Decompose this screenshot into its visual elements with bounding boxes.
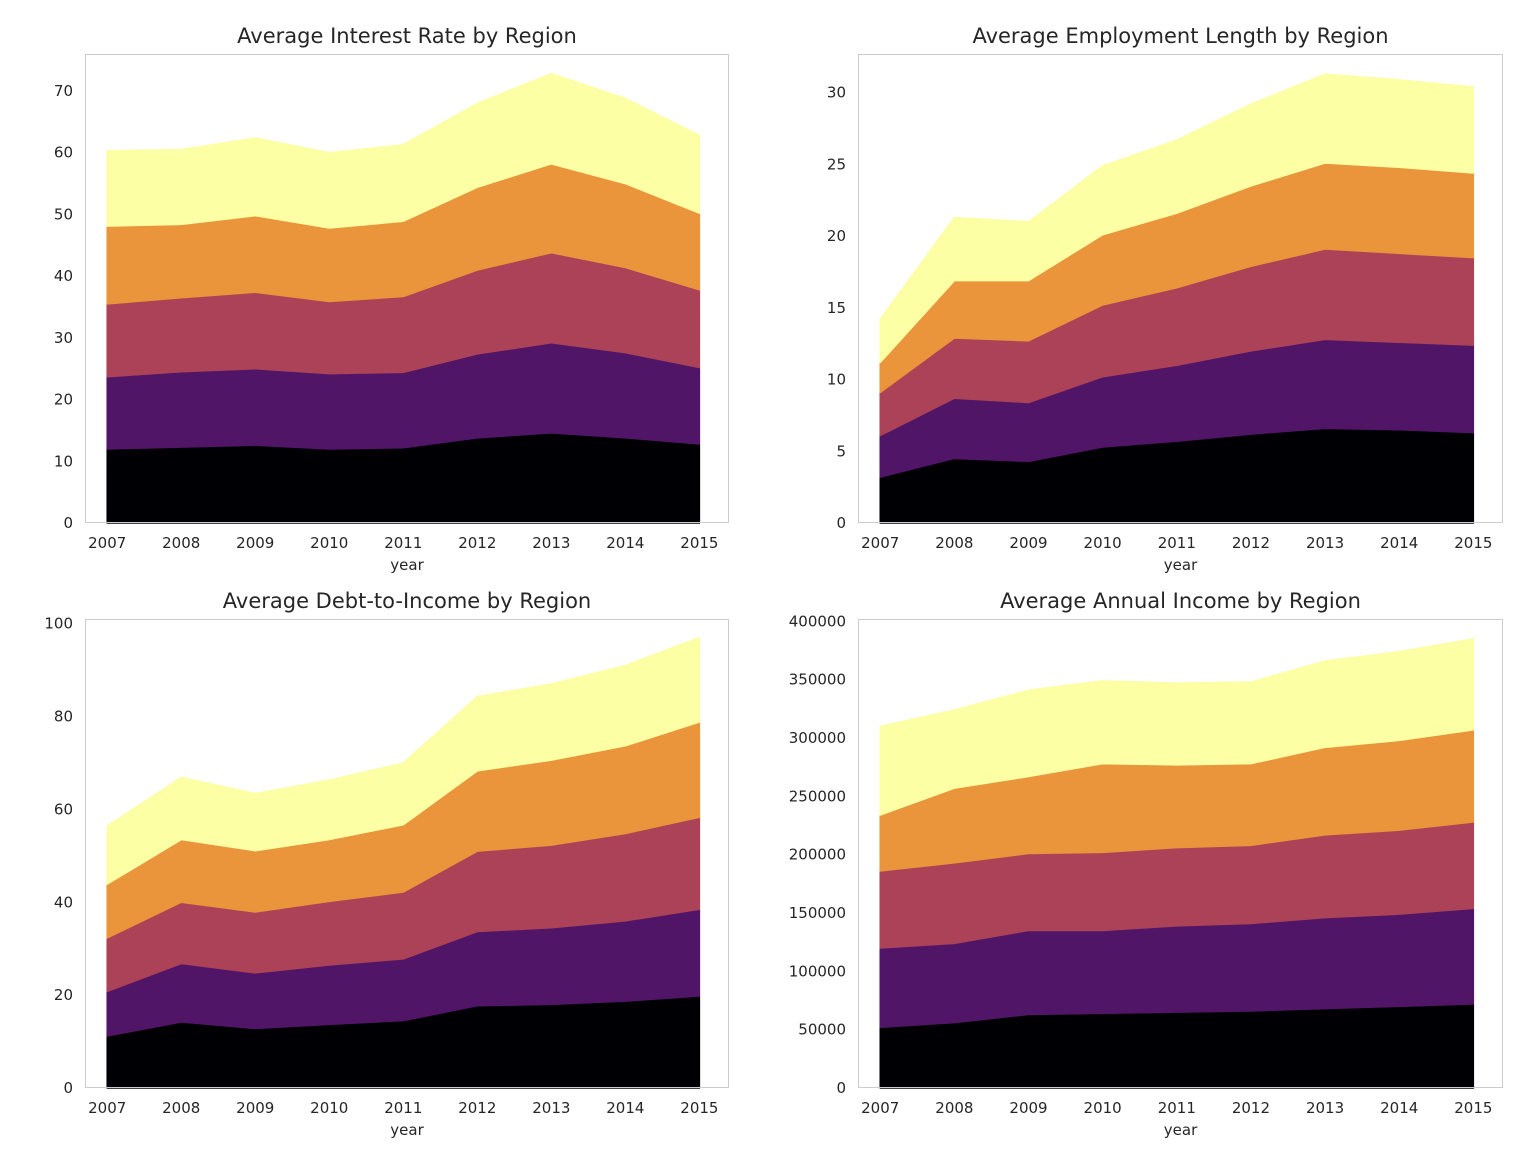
chart-title: Average Annual Income by Region — [1000, 589, 1361, 613]
y-tick-label: 0 — [836, 514, 846, 532]
x-tick-label: 2014 — [606, 1099, 644, 1117]
x-tick-label: 2014 — [1380, 1099, 1418, 1117]
y-tick-label: 60 — [54, 144, 73, 162]
x-tick-label: 2012 — [1232, 534, 1270, 552]
y-tick-label: 0 — [836, 1079, 846, 1097]
x-tick-label: 2011 — [1158, 1099, 1196, 1117]
area-series-5 — [879, 73, 1475, 364]
chart-panel-interest-rate: Average Interest Rate by Region 2007 2008 2… — [0, 0, 758, 575]
area-series-5 — [879, 638, 1475, 816]
x-tick-label: 2012 — [458, 1099, 496, 1117]
x-tick-label: 2011 — [384, 534, 422, 552]
x-tick-label: 2010 — [310, 1099, 348, 1117]
x-axis-label: year — [390, 556, 424, 574]
x-tick-label: 2015 — [680, 534, 718, 552]
x-tick-label: 2008 — [162, 1099, 200, 1117]
y-tick-label: 100 — [44, 615, 73, 633]
x-tick-label: 2010 — [1084, 534, 1122, 552]
area-series-5 — [106, 636, 701, 885]
y-tick-label: 10 — [827, 371, 846, 389]
x-tick-label: 2013 — [1306, 534, 1344, 552]
chart-title: Average Interest Rate by Region — [237, 24, 577, 48]
x-tick-label: 2012 — [1232, 1099, 1270, 1117]
y-tick-label: 20 — [54, 986, 73, 1004]
y-tick-label: 5 — [836, 442, 846, 460]
y-tick-label: 80 — [54, 708, 73, 726]
chart-panel-annual-income: Average Annual Income by Region 2007 2008 2… — [758, 575, 1516, 1150]
area-series-5 — [106, 73, 701, 229]
plot-frame — [85, 54, 729, 523]
x-tick-label: 2007 — [88, 1099, 126, 1117]
x-tick-label: 2015 — [1454, 534, 1492, 552]
plot-frame — [858, 619, 1503, 1088]
x-tick-label: 2013 — [532, 534, 570, 552]
y-tick-label: 30 — [54, 329, 73, 347]
x-tick-label: 2014 — [606, 534, 644, 552]
x-axis-label: year — [1164, 556, 1198, 574]
chart-title: Average Debt-to-Income by Region — [223, 589, 591, 613]
y-tick-label: 250000 — [789, 787, 846, 805]
y-tick-label: 25 — [827, 155, 846, 173]
chart-panel-employment-length: Average Employment Length by Region 2007 2… — [758, 0, 1516, 575]
x-tick-label: 2008 — [162, 534, 200, 552]
y-tick-label: 70 — [54, 82, 73, 100]
y-tick-label: 150000 — [789, 904, 846, 922]
x-tick-label: 2015 — [1454, 1099, 1492, 1117]
y-tick-label: 0 — [63, 514, 73, 532]
y-tick-label: 10 — [54, 452, 73, 470]
x-tick-label: 2009 — [1009, 1099, 1047, 1117]
y-tick-label: 40 — [54, 893, 73, 911]
y-tick-label: 15 — [827, 299, 846, 317]
x-tick-label: 2008 — [935, 1099, 973, 1117]
y-tick-label: 20 — [54, 391, 73, 409]
x-tick-label: 2008 — [935, 534, 973, 552]
x-tick-label: 2007 — [861, 534, 899, 552]
y-tick-label: 400000 — [789, 612, 846, 630]
y-tick-label: 40 — [54, 267, 73, 285]
y-tick-label: 200000 — [789, 846, 846, 864]
x-tick-label: 2014 — [1380, 534, 1418, 552]
y-tick-label: 50 — [54, 205, 73, 223]
x-axis-label: year — [1164, 1121, 1198, 1139]
x-axis-label: year — [390, 1121, 424, 1139]
y-tick-label: 20 — [827, 227, 846, 245]
x-tick-label: 2010 — [1084, 1099, 1122, 1117]
y-tick-label: 350000 — [789, 671, 846, 689]
x-tick-label: 2007 — [861, 1099, 899, 1117]
y-tick-label: 50000 — [798, 1021, 846, 1039]
chart-title: Average Employment Length by Region — [972, 24, 1388, 48]
x-tick-label: 2013 — [1306, 1099, 1344, 1117]
x-tick-label: 2012 — [458, 534, 496, 552]
y-tick-label: 100000 — [789, 962, 846, 980]
y-tick-label: 30 — [827, 84, 846, 102]
x-tick-label: 2009 — [236, 534, 274, 552]
plot-frame — [85, 619, 729, 1088]
x-tick-label: 2009 — [1009, 534, 1047, 552]
chart-panel-debt-to-income: Average Debt-to-Income by Region 2007 2008… — [0, 575, 758, 1150]
x-tick-label: 2009 — [236, 1099, 274, 1117]
x-tick-label: 2011 — [1158, 534, 1196, 552]
chart-svg: Average Interest Rate by Region 2007 2008 2… — [54, 24, 729, 574]
y-tick-label: 300000 — [789, 729, 846, 747]
y-tick-label: 60 — [54, 800, 73, 818]
chart-svg: Average Annual Income by Region 2007 2008 2… — [789, 589, 1503, 1139]
x-tick-label: 2015 — [680, 1099, 718, 1117]
x-tick-label: 2011 — [384, 1099, 422, 1117]
plot-frame — [858, 54, 1503, 523]
chart-svg: Average Employment Length by Region 2007 2… — [827, 24, 1503, 574]
x-tick-label: 2010 — [310, 534, 348, 552]
y-tick-label: 0 — [63, 1079, 73, 1097]
x-tick-label: 2013 — [532, 1099, 570, 1117]
x-tick-label: 2007 — [88, 534, 126, 552]
